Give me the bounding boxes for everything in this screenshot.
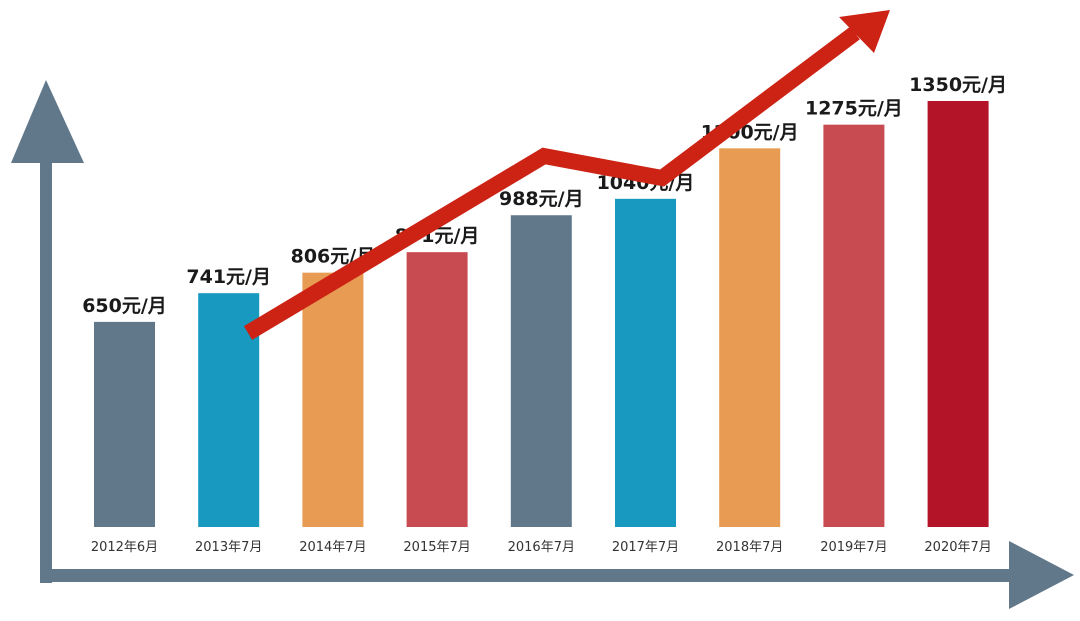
axes bbox=[11, 80, 1074, 609]
value-label-7: 1275元/月 bbox=[805, 98, 903, 120]
category-label-5: 2017年7月 bbox=[612, 540, 679, 555]
x-axis-arrowhead bbox=[1009, 541, 1074, 609]
category-label-3: 2015年7月 bbox=[403, 540, 470, 555]
bar-5 bbox=[615, 198, 676, 528]
bar-3 bbox=[406, 252, 468, 527]
value-label-4: 988元/月 bbox=[499, 188, 584, 210]
bar-0 bbox=[94, 321, 155, 527]
value-label-1: 741元/月 bbox=[186, 266, 271, 288]
category-label-7: 2019年7月 bbox=[820, 540, 887, 555]
bars-group: 650元/月2012年6月741元/月2013年7月806元/月2014年7月8… bbox=[82, 74, 1007, 555]
category-label-8: 2020年7月 bbox=[924, 540, 991, 555]
bar-7 bbox=[823, 124, 885, 528]
trend-arrow-head bbox=[839, 10, 890, 53]
bar-4 bbox=[510, 215, 572, 527]
trend-arrow bbox=[243, 10, 890, 340]
bar-8 bbox=[927, 101, 989, 527]
bar-2 bbox=[302, 272, 364, 527]
category-label-6: 2018年7月 bbox=[716, 540, 783, 555]
value-label-8: 1350元/月 bbox=[909, 74, 1007, 96]
category-label-4: 2016年7月 bbox=[508, 540, 575, 555]
category-label-0: 2012年6月 bbox=[91, 540, 158, 555]
value-label-0: 650元/月 bbox=[82, 295, 167, 317]
y-axis-line bbox=[40, 150, 52, 583]
category-label-1: 2013年7月 bbox=[195, 540, 262, 555]
bar-6 bbox=[719, 148, 781, 528]
y-axis-arrowhead bbox=[11, 80, 84, 163]
x-axis-line bbox=[40, 569, 1025, 582]
category-label-2: 2014年7月 bbox=[299, 540, 366, 555]
trend-arrow-line bbox=[243, 26, 860, 340]
